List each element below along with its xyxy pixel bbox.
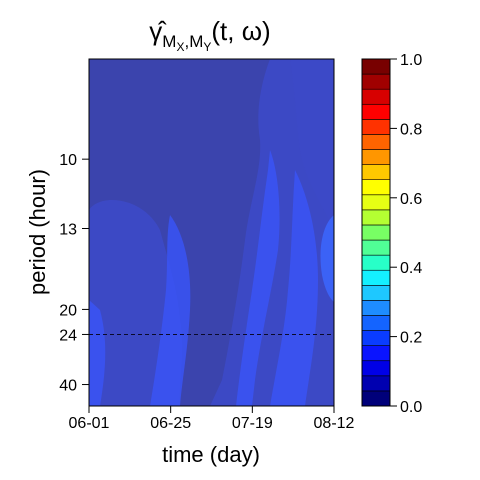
colorbar-level xyxy=(361,224,391,241)
colorbar-tick-label: 0.2 xyxy=(400,330,422,347)
heatmap-region-bright-4 xyxy=(89,300,106,406)
colorbar-tick-label: 0.4 xyxy=(400,260,422,277)
title-subscript-x: X xyxy=(176,40,184,54)
x-tick-label: 06-25 xyxy=(150,415,191,432)
colorbar-level xyxy=(361,375,391,392)
y-axis-label: period (hour) xyxy=(25,169,50,295)
title-subscript-y: Y xyxy=(203,40,211,54)
colorbar-tick-label: 1.0 xyxy=(400,52,422,69)
title-subscript-sep: ,M xyxy=(184,32,203,51)
colorbar-level xyxy=(361,315,391,331)
x-axis-label: time (day) xyxy=(162,442,260,467)
colorbar-level xyxy=(361,285,391,301)
y-tick-label: 20 xyxy=(59,302,77,319)
title-args: (t, ω) xyxy=(211,16,270,46)
colorbar: 0.0 0.2 0.4 0.6 0.8 1.0 xyxy=(361,52,422,416)
y-tick-label: 40 xyxy=(59,378,77,395)
heatmap-region-brightest xyxy=(320,215,334,302)
heatmap-region-medium xyxy=(290,59,334,230)
heatmap-region-bright-3 xyxy=(150,215,191,406)
y-tick-label: 24 xyxy=(59,327,77,344)
x-tick-label: 06-01 xyxy=(69,415,110,432)
colorbar-level xyxy=(361,269,391,286)
y-tick-label: 10 xyxy=(59,152,77,169)
heatmap-region-bright-2 xyxy=(270,170,318,406)
y-axis: 10 13 20 24 40 xyxy=(59,59,90,406)
chart-title: γ̂MX,MY(t, ω) xyxy=(149,16,270,54)
y-tick-label: 13 xyxy=(59,222,77,239)
colorbar-level xyxy=(361,73,391,90)
colorbar-tick-label: 0.6 xyxy=(400,191,422,208)
colorbar-tick-label: 0.8 xyxy=(400,121,422,138)
colorbar-level xyxy=(361,209,391,226)
colorbar-level xyxy=(361,164,391,180)
colorbar-level xyxy=(361,300,391,316)
colorbar-level xyxy=(361,103,391,120)
colorbar-level xyxy=(361,194,391,211)
heatmap-field xyxy=(88,58,335,407)
colorbar-level xyxy=(361,58,391,75)
colorbar-level xyxy=(361,119,391,135)
title-subscript-m1: M xyxy=(162,32,176,51)
colorbar-tick-label: 0.0 xyxy=(400,399,422,416)
colorbar-level xyxy=(361,345,391,362)
heatmap-region-bright-1 xyxy=(236,150,280,406)
colorbar-level xyxy=(361,149,391,165)
colorbar-level xyxy=(361,88,391,105)
x-tick-label: 08-12 xyxy=(314,415,355,432)
x-axis: 06-01 06-25 07-19 08-12 xyxy=(69,405,355,432)
colorbar-level xyxy=(361,330,391,346)
colorbar-level xyxy=(361,179,391,196)
colorbar-level xyxy=(361,134,391,150)
colorbar-level xyxy=(361,254,391,271)
colorbar-level xyxy=(361,239,391,256)
x-tick-label: 07-19 xyxy=(232,415,273,432)
colorbar-frame xyxy=(361,58,391,407)
colorbar-level xyxy=(361,390,391,407)
colorbar-level xyxy=(361,360,391,377)
